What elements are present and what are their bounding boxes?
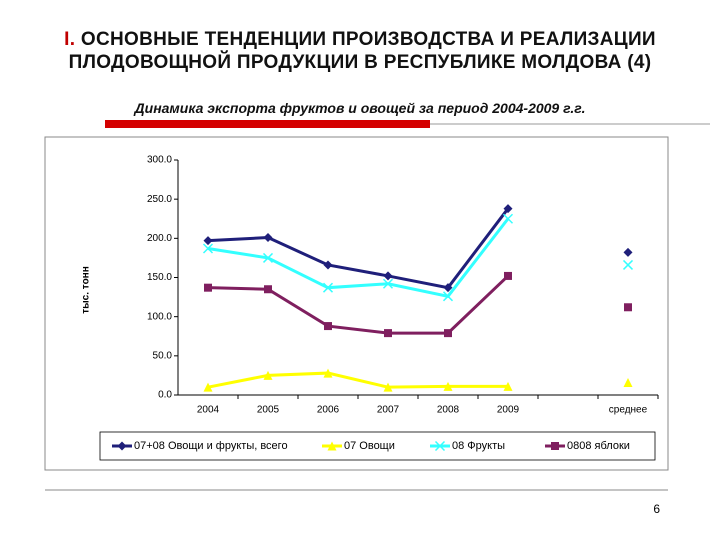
x-tick-label: 2006: [317, 405, 340, 416]
chart-frame: [44, 136, 669, 471]
y-tick-label: 150.0: [147, 272, 172, 283]
marker: [624, 303, 632, 312]
marker: [382, 278, 394, 289]
marker: [443, 283, 453, 293]
marker: [504, 271, 512, 280]
marker: [551, 442, 559, 450]
x-tick-label: 2008: [437, 405, 460, 416]
y-tick-label: 200.0: [147, 233, 172, 244]
x-tick-label: 2009: [497, 405, 520, 416]
marker: [323, 368, 333, 378]
legend-label: 08 Фрукты: [452, 440, 505, 452]
marker: [623, 377, 633, 387]
title-number: I.: [64, 29, 76, 50]
marker: [202, 243, 214, 254]
marker: [263, 370, 273, 380]
marker: [262, 252, 274, 263]
y-tick-label: 250.0: [147, 194, 172, 205]
marker: [383, 271, 393, 281]
accent-bar: [105, 120, 430, 128]
marker: [442, 291, 454, 302]
marker: [443, 381, 453, 391]
y-tick-label: 0.0: [158, 390, 172, 401]
marker: [322, 282, 334, 293]
marker: [384, 329, 392, 338]
x-tick-label: среднее: [609, 405, 648, 416]
x-tick-label: 2004: [197, 405, 220, 416]
marker: [323, 260, 333, 270]
legend-label: 07 Овощи: [344, 440, 395, 452]
slide-title: I. ОСНОВНЫЕ ТЕНДЕНЦИИ ПРОИЗВОДСТВА И РЕА…: [60, 28, 660, 74]
y-tick-label: 100.0: [147, 311, 172, 322]
marker: [503, 204, 513, 214]
x-tick-label: 2005: [257, 405, 280, 416]
marker: [204, 283, 212, 292]
marker: [263, 233, 273, 243]
y-tick-label: 300.0: [147, 155, 172, 166]
marker: [117, 441, 127, 451]
legend-label: 0808 яблоки: [567, 440, 630, 452]
legend-label: 07+08 Овощи и фрукты, всего: [134, 440, 288, 452]
marker: [264, 285, 272, 294]
page-number: 6: [653, 502, 660, 516]
marker: [203, 382, 213, 392]
marker: [324, 322, 332, 331]
marker: [444, 329, 452, 338]
x-tick-label: 2007: [377, 405, 400, 416]
marker: [203, 236, 213, 246]
marker: [502, 213, 514, 224]
y-axis-label: тыс. тонн: [81, 266, 92, 314]
y-tick-label: 50.0: [153, 350, 173, 361]
marker: [503, 381, 513, 391]
subtitle: Динамика экспорта фруктов и овощей за пе…: [134, 100, 586, 116]
marker: [383, 382, 393, 392]
marker: [622, 259, 634, 270]
title-text: ОСНОВНЫЕ ТЕНДЕНЦИИ ПРОИЗВОДСТВА И РЕАЛИЗ…: [68, 29, 656, 73]
marker: [434, 440, 446, 452]
marker: [623, 247, 633, 257]
marker: [327, 441, 337, 451]
